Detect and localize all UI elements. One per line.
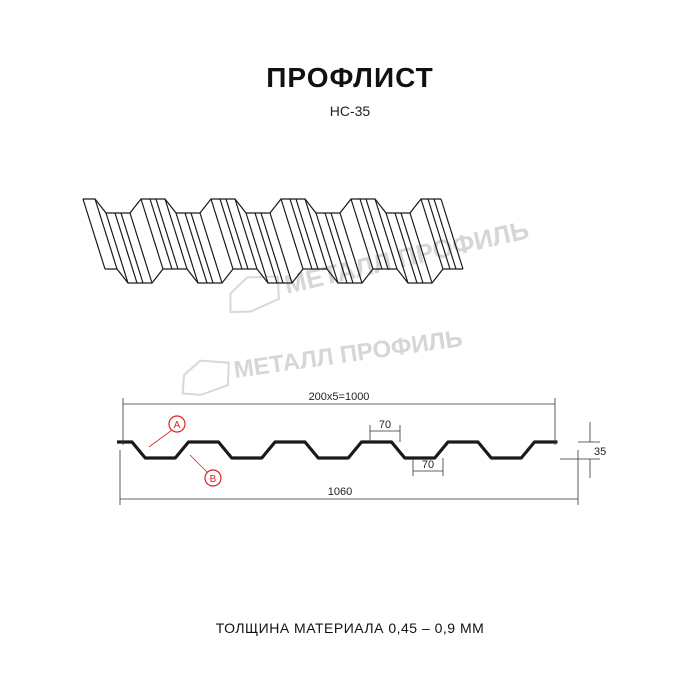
profile-stiffener-line — [155, 198, 179, 270]
profile-stiffener-line — [433, 198, 457, 270]
watermark-text: МЕТАЛЛ ПРОФИЛЬ — [232, 325, 464, 384]
profile-stiffener-line — [184, 212, 208, 284]
profile-outline — [117, 440, 558, 460]
profile-fold-line — [105, 212, 129, 284]
profile-fold-line — [385, 212, 409, 284]
marker-a-label: A — [174, 420, 181, 431]
height-dimension: 35 — [594, 446, 606, 458]
profile-fold-line — [315, 212, 339, 284]
profile-fold-line — [175, 212, 199, 284]
profile-back-edge — [105, 268, 463, 284]
watermark-logo-icon — [229, 275, 280, 314]
watermark-3d: МЕТАЛЛ ПРОФИЛЬ — [229, 214, 532, 314]
dimension-lines — [119, 398, 600, 505]
marker-a: A — [148, 415, 186, 448]
pitch-dimension: 200x5=1000 — [309, 391, 370, 403]
profile-stiffener-line — [190, 212, 214, 284]
profile-stiffener-line — [260, 212, 284, 284]
profile-front-edge — [83, 198, 441, 214]
profile-stiffener-line — [149, 198, 173, 270]
profile-cross-section — [117, 440, 558, 460]
profile-stiffener-line — [225, 198, 249, 270]
profile-fold-line — [374, 198, 398, 270]
profile-fold-line — [440, 198, 464, 270]
profile-fold-line — [245, 212, 269, 284]
profile-fold-line — [210, 198, 234, 270]
profile-fold-line — [350, 198, 374, 270]
profile-fold-line — [304, 198, 328, 270]
watermark-logo-icon — [181, 359, 230, 396]
total-width-dimension: 1060 — [328, 486, 352, 498]
profile-stiffener-line — [394, 212, 418, 284]
marker-b-label: B — [210, 474, 217, 485]
profile-fold-line — [409, 212, 433, 284]
profile-fold-line — [140, 198, 164, 270]
profile-stiffener-line — [427, 198, 451, 270]
profile-fold-line — [164, 198, 188, 270]
profile-fold-line — [339, 212, 363, 284]
profile-3d-view — [82, 198, 464, 284]
watermark-text: МЕТАЛЛ ПРОФИЛЬ — [282, 214, 532, 299]
profile-stiffener-line — [400, 212, 424, 284]
profile-stiffener-line — [254, 212, 278, 284]
profile-stiffener-line — [114, 212, 138, 284]
profile-fold-line — [269, 212, 293, 284]
profile-stiffener-line — [219, 198, 243, 270]
profile-fold-line — [199, 212, 223, 284]
profile-fold-line — [129, 212, 153, 284]
model-subtitle: НС-35 — [329, 103, 371, 119]
profile-stiffener-line — [295, 198, 319, 270]
profile-fold-line — [94, 198, 118, 270]
profile-stiffener-line — [120, 212, 144, 284]
bottom-flat-dimension: 70 — [422, 459, 434, 471]
page-title: ПРОФЛИСТ — [266, 62, 434, 93]
marker-b: B — [189, 454, 222, 487]
profile-fold-line — [420, 198, 444, 270]
profile-stiffener-line — [365, 198, 389, 270]
watermark-2d: МЕТАЛЛ ПРОФИЛЬ — [181, 325, 464, 396]
profile-stiffener-line — [359, 198, 383, 270]
profile-fold-line — [82, 198, 106, 270]
profile-stiffener-line — [324, 212, 348, 284]
profile-stiffener-line — [330, 212, 354, 284]
material-thickness: ТОЛЩИНА МАТЕРИАЛА 0,45 – 0,9 ММ — [215, 620, 485, 636]
profile-stiffener-line — [289, 198, 313, 270]
profile-fold-line — [234, 198, 258, 270]
profile-fold-line — [280, 198, 304, 270]
top-flat-dimension: 70 — [379, 419, 391, 431]
